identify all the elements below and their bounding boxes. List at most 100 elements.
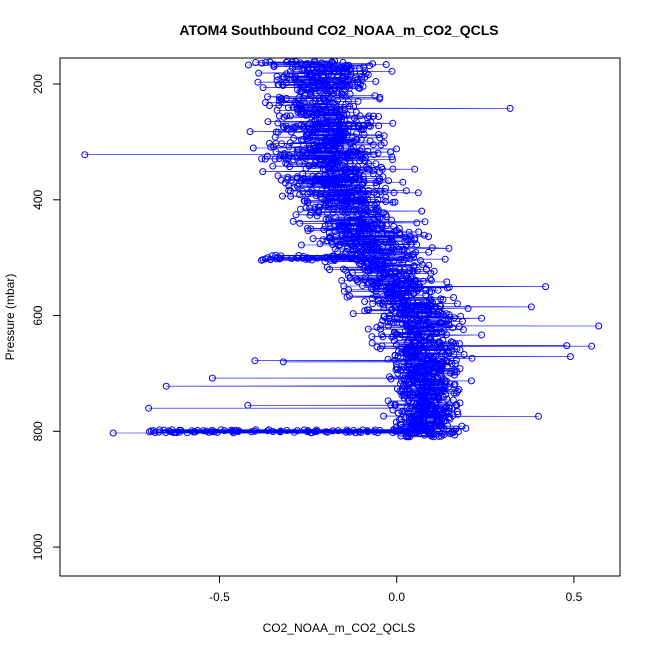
data-point <box>416 335 423 343</box>
data-point <box>344 222 352 230</box>
data-point <box>372 160 380 168</box>
data-point <box>279 192 286 200</box>
data-point <box>419 277 427 285</box>
data-point <box>382 193 390 201</box>
data-point <box>450 350 458 358</box>
data-point <box>276 254 284 262</box>
data-point <box>349 218 356 226</box>
data-point <box>410 429 418 437</box>
data-point <box>309 99 317 107</box>
data-point <box>343 293 351 301</box>
data-point <box>386 297 393 304</box>
data-point <box>282 159 290 167</box>
data-point <box>282 155 290 163</box>
data-point <box>399 259 407 267</box>
data-point <box>190 428 198 436</box>
data-point <box>321 222 329 230</box>
data-point <box>445 244 453 252</box>
data-point <box>395 348 402 356</box>
data-point <box>464 305 472 312</box>
data-point <box>296 159 304 167</box>
data-point <box>266 102 273 109</box>
data-point <box>425 248 433 256</box>
data-point <box>330 205 338 213</box>
data-point <box>346 274 354 282</box>
data-point <box>320 226 328 234</box>
chart-title: ATOM4 Southbound CO2_NOAA_m_CO2_QCLS <box>179 22 498 38</box>
data-point <box>276 428 284 436</box>
data-point <box>364 267 372 275</box>
data-point <box>355 185 363 192</box>
data-point <box>430 339 438 347</box>
data-point <box>246 128 254 136</box>
data-point <box>359 282 366 290</box>
data-point <box>280 113 288 121</box>
data-point <box>274 119 282 127</box>
data-point <box>357 248 365 256</box>
data-point <box>422 291 430 299</box>
data-point <box>359 190 367 198</box>
data-point <box>151 429 159 436</box>
data-point <box>312 192 320 200</box>
data-point <box>334 73 342 81</box>
x-tick-label: 0.0 <box>388 590 405 604</box>
data-point <box>404 433 412 441</box>
data-point <box>316 240 324 248</box>
data-point <box>428 244 436 252</box>
y-tick-label: 600 <box>31 305 45 325</box>
data-point <box>437 432 445 440</box>
data-point <box>340 287 348 295</box>
data-point <box>389 165 397 173</box>
data-point <box>251 357 259 365</box>
data-point <box>451 368 459 376</box>
data-point <box>321 166 329 174</box>
data-point <box>446 313 454 321</box>
data-point <box>356 157 364 165</box>
data-point <box>368 339 376 347</box>
data-point <box>346 160 354 168</box>
data-point <box>360 63 368 71</box>
data-point <box>353 276 361 284</box>
data-point <box>304 122 312 130</box>
data-point <box>425 233 432 241</box>
data-point <box>450 381 458 389</box>
data-point <box>339 189 347 197</box>
data-point <box>271 155 279 163</box>
data-point <box>385 177 393 185</box>
data-point <box>302 151 310 159</box>
data-point <box>415 228 423 236</box>
data-point <box>213 428 221 436</box>
data-point <box>274 172 282 180</box>
data-point <box>288 255 295 262</box>
data-point <box>389 429 397 437</box>
data-point <box>338 204 346 212</box>
data-point <box>398 408 406 416</box>
data-point <box>378 222 386 230</box>
data-point <box>372 206 380 214</box>
data-point <box>279 73 287 81</box>
data-point <box>441 255 449 263</box>
data-point <box>364 428 372 436</box>
data-point <box>357 136 365 144</box>
data-point <box>370 151 378 159</box>
data-point <box>418 207 426 215</box>
data-point <box>340 236 348 244</box>
data-point <box>426 338 434 346</box>
data-point <box>542 283 550 291</box>
data-point <box>264 118 272 126</box>
data-point <box>422 265 430 273</box>
data-point <box>443 362 451 370</box>
data-point <box>419 362 426 370</box>
data-point <box>388 67 396 75</box>
data-point <box>292 123 300 131</box>
data-point <box>234 428 242 436</box>
data-point <box>291 124 299 132</box>
data-point <box>264 93 272 101</box>
data-point <box>405 228 413 236</box>
data-point <box>338 253 345 261</box>
data-point <box>258 59 266 67</box>
data-point <box>420 367 428 375</box>
data-point <box>356 70 364 78</box>
data-point <box>302 164 310 172</box>
data-point <box>330 90 337 98</box>
